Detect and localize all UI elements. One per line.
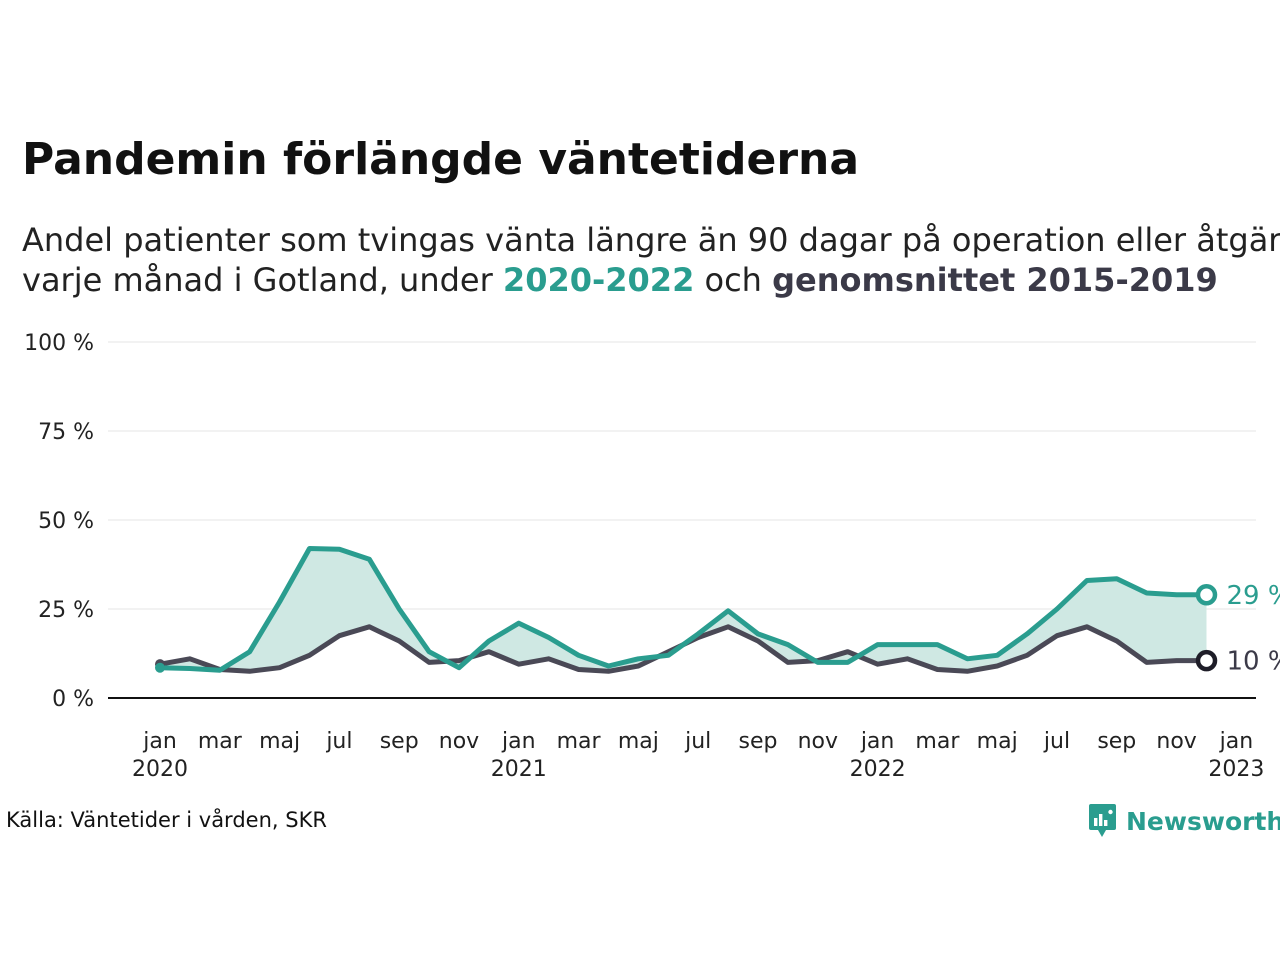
x-year-label: 2023 bbox=[1208, 757, 1264, 782]
x-year-label: 2021 bbox=[491, 757, 547, 782]
newsworthy-logo-icon bbox=[1089, 804, 1116, 837]
x-tick-label: nov bbox=[439, 729, 479, 754]
series-line-current bbox=[157, 546, 1209, 673]
x-tick-label: jan bbox=[142, 729, 177, 754]
y-tick-label: 50 % bbox=[38, 509, 94, 534]
subtitle-text-pre: varje månad i Gotland, under bbox=[22, 261, 503, 299]
end-point-marker-average bbox=[1195, 649, 1218, 672]
x-tick-label: mar bbox=[198, 729, 243, 754]
difference-area bbox=[160, 548, 1207, 672]
x-tick-label: maj bbox=[977, 729, 1018, 754]
start-point-marker bbox=[155, 662, 165, 673]
x-tick-label: jul bbox=[684, 729, 711, 754]
x-tick-label: nov bbox=[1156, 729, 1196, 754]
x-tick-label: maj bbox=[259, 729, 300, 754]
legend-average-period: genomsnittet 2015-2019 bbox=[772, 261, 1218, 299]
line-chart: 0 %25 %50 %75 %100 %jan mar maj jul sep nov ja… bbox=[24, 331, 1280, 782]
chart-title: Pandemin förlängde väntetiderna bbox=[22, 134, 860, 185]
x-tick-label: maj bbox=[618, 729, 659, 754]
x-tick-label: mar bbox=[915, 729, 960, 754]
x-tick-label: mar bbox=[557, 729, 602, 754]
x-year-label: 2022 bbox=[850, 757, 906, 782]
end-point-marker-current bbox=[1195, 584, 1218, 606]
y-tick-label: 25 % bbox=[38, 598, 94, 623]
y-tick-label: 75 % bbox=[38, 420, 94, 445]
y-tick-label: 100 % bbox=[24, 331, 94, 356]
x-tick-label: jul bbox=[325, 729, 352, 754]
x-tick-label: jan bbox=[1219, 729, 1254, 754]
subtitle-line-1: Andel patienter som tvingas vänta längre… bbox=[22, 221, 1280, 259]
x-tick-label: jul bbox=[1043, 729, 1070, 754]
end-label-average: 10 % bbox=[1227, 647, 1280, 677]
x-tick-label: nov bbox=[798, 729, 838, 754]
x-year-label: 2020 bbox=[132, 757, 188, 782]
subtitle-text-mid: och bbox=[694, 261, 773, 299]
x-tick-label: jan bbox=[501, 729, 536, 754]
y-tick-label: 0 % bbox=[52, 687, 94, 712]
source-note: Källa: Väntetider i vården, SKR bbox=[6, 808, 327, 832]
end-label-current: 29 % bbox=[1227, 581, 1280, 611]
x-tick-label: jan bbox=[860, 729, 895, 754]
x-tick-label: sep bbox=[739, 729, 778, 754]
brand-logo: Newsworthy bbox=[1088, 803, 1280, 839]
chart-subtitle: Andel patienter som tvingas vänta längre… bbox=[22, 220, 1280, 300]
x-tick-label: sep bbox=[380, 729, 419, 754]
legend-current-period: 2020-2022 bbox=[502, 261, 695, 299]
x-tick-label: sep bbox=[1097, 729, 1136, 754]
brand-name: Newsworthy bbox=[1126, 806, 1280, 836]
subtitle-line-2: varje månad i Gotland, under 2020-2022 o… bbox=[22, 260, 1280, 300]
